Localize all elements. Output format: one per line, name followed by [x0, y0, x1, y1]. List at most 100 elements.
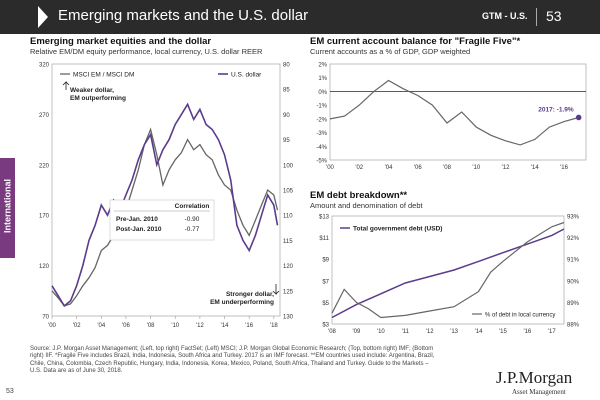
- y-tick-label: 2%: [318, 63, 327, 69]
- x-tick-label: '17: [548, 329, 556, 335]
- x-tick-label: '06: [122, 323, 130, 329]
- x-tick-label: '14: [221, 323, 229, 329]
- y-tick-label: -4%: [316, 145, 327, 151]
- right-y-tick-label: 110: [283, 214, 293, 220]
- correlation-row-value: -0.77: [185, 226, 200, 233]
- left-y-tick-label: $7: [322, 279, 329, 285]
- top-right-chart-title: EM current account balance for "Fragile …: [310, 36, 521, 47]
- legend-label-local: % of debt in local currency: [485, 313, 555, 319]
- left-chart-title: Emerging market equities and the dollar: [30, 36, 212, 47]
- right-y-tick-label: 90: [283, 113, 290, 119]
- annotation-weaker-dollar-line2: EM outperforming: [70, 95, 126, 102]
- chevron-icon: [38, 6, 48, 28]
- left-y-tick-label: $13: [319, 215, 330, 221]
- y-tick-label: -3%: [316, 131, 327, 137]
- x-tick-label: '12: [502, 165, 510, 171]
- top-right-chart-panel: EM current account balance for "Fragile …: [310, 36, 594, 176]
- jpmorgan-logo: J.P.Morgan: [496, 368, 573, 387]
- plot-frame: [51, 63, 281, 317]
- right-y-tick-label: 130: [283, 315, 294, 321]
- legend-label-debt: Total government debt (USD): [353, 226, 442, 233]
- left-y-tick-label: 120: [39, 264, 50, 270]
- right-y-tick-label: 120: [283, 264, 294, 270]
- y-tick-label: 1%: [318, 76, 327, 82]
- legend-dollar: U.S. dollar: [218, 72, 262, 79]
- source-note: Source: J.P. Morgan Asset Management; (L…: [30, 346, 435, 374]
- y-tick-label: -1%: [316, 104, 327, 110]
- x-tick-label: '11: [402, 329, 410, 335]
- left-y-tick-label: 320: [39, 63, 50, 69]
- page-number: 53: [546, 8, 562, 24]
- x-tick-label: '10: [472, 165, 480, 171]
- right-y-tick-label: 92%: [567, 236, 580, 242]
- correlation-table-box: [109, 199, 215, 241]
- right-y-tick-label: 85: [283, 88, 290, 94]
- x-tick-label: '02: [355, 165, 363, 171]
- right-y-tick-label: 91%: [567, 258, 580, 264]
- left-y-tick-label: $9: [322, 258, 329, 264]
- x-tick-label: '00: [48, 323, 56, 329]
- annotation-stronger-dollar-line2: EM underperforming: [210, 299, 274, 306]
- x-tick-label: '12: [196, 323, 204, 329]
- current-account-line: [329, 79, 579, 146]
- right-y-tick-label: 80: [283, 63, 290, 69]
- top-right-chart-subtitle: Current accounts as a % of GDP, GDP weig…: [310, 47, 471, 56]
- annotation-weaker-dollar-line1: Weaker dollar,: [70, 87, 114, 94]
- x-tick-label: '04: [385, 165, 393, 171]
- correlation-row-label: Pre-Jan. 2010: [116, 216, 158, 223]
- side-tab: International: [0, 158, 15, 258]
- header-divider: [536, 8, 537, 26]
- x-tick-label: '08: [443, 165, 451, 171]
- x-tick-label: '09: [353, 329, 361, 335]
- correlation-row-value: -0.90: [185, 216, 200, 223]
- x-tick-label: '16: [560, 165, 568, 171]
- right-y-tick-label: 93%: [567, 215, 580, 221]
- x-tick-label: '14: [531, 165, 539, 171]
- forecast-point: [575, 114, 582, 121]
- x-tick-label: '04: [97, 323, 105, 329]
- top-right-chart-svg: 2% 1% 0% -1% -2% -3% -4% -5%'00 '02 '04 '06 '08 '10 '…: [316, 63, 587, 171]
- legend-msci: MSCI EM / MSCI DM: [60, 72, 134, 79]
- x-tick-label: '02: [73, 323, 81, 329]
- forecast-label: 2017: -1.9%: [538, 106, 574, 113]
- right-y-tick-label: 89%: [567, 301, 580, 307]
- government-debt-line: [331, 228, 565, 319]
- side-tab-label: International: [2, 179, 13, 234]
- x-tick-label: '13: [450, 329, 458, 335]
- legend-label-dollar: U.S. dollar: [231, 72, 262, 79]
- left-y-tick-label: $3: [322, 323, 329, 329]
- right-y-tick-label: 88%: [567, 323, 580, 329]
- correlation-row-label: Post-Jan. 2010: [116, 226, 162, 233]
- legend-label-msci: MSCI EM / MSCI DM: [73, 72, 134, 79]
- annotation-stronger-dollar-line1: Stronger dollar,: [226, 291, 274, 298]
- page-title: Emerging markets and the U.S. dollar: [58, 7, 309, 24]
- left-y-tick-label: 170: [39, 214, 50, 220]
- right-y-tick-label: 100: [283, 163, 294, 169]
- x-tick-label: '15: [499, 329, 507, 335]
- x-tick-label: '08: [147, 323, 155, 329]
- x-tick-label: '08: [328, 329, 336, 335]
- plot-frame: [331, 215, 565, 325]
- right-y-tick-label: 115: [283, 239, 293, 245]
- y-tick-label: -2%: [316, 117, 327, 123]
- left-y-tick-label: 220: [39, 163, 50, 169]
- series-line-msci-em-dm: [51, 127, 279, 307]
- x-tick-label: '10: [171, 323, 179, 329]
- x-tick-label: '12: [426, 329, 434, 335]
- local-currency-share-line: [331, 221, 565, 319]
- x-tick-label: '10: [377, 329, 385, 335]
- x-tick-label: '00: [326, 165, 334, 171]
- x-tick-label: '14: [475, 329, 483, 335]
- x-tick-label: '16: [523, 329, 531, 335]
- y-tick-label: 0%: [318, 90, 327, 96]
- series-line-us-dollar: [51, 102, 279, 308]
- arrow-up-icon: [62, 81, 70, 90]
- slide-reference: GTM - U.S.: [482, 11, 528, 21]
- left-chart-subtitle: Relative EM/DM equity performance, local…: [30, 47, 263, 56]
- x-tick-label: '16: [245, 323, 253, 329]
- left-y-tick-label: 70: [42, 315, 49, 321]
- footer-page-number: 53: [6, 388, 14, 395]
- logo-subtitle: Asset Management: [512, 388, 566, 396]
- left-y-tick-label: 270: [39, 113, 50, 119]
- arrow-down-icon: [272, 284, 280, 295]
